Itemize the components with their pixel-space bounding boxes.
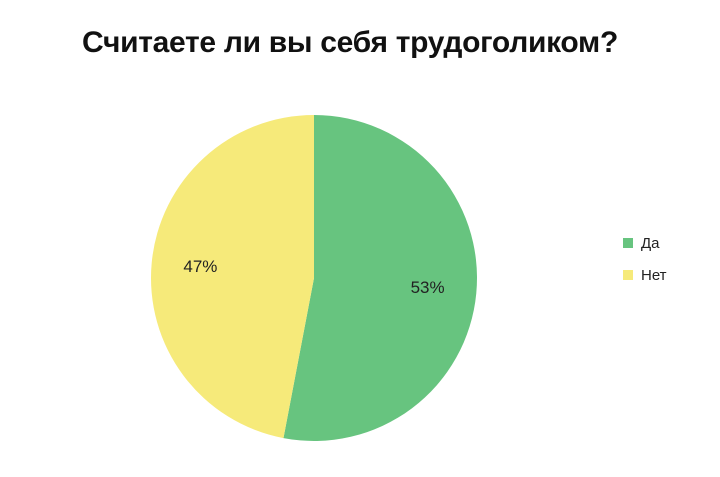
legend-label-da: Да (641, 234, 660, 252)
chart-title: Считаете ли вы себя трудоголиком? (82, 26, 618, 59)
legend: Да Нет (623, 234, 667, 298)
pie-slice-da (283, 115, 477, 442)
legend-item-da: Да (623, 234, 667, 252)
legend-item-net: Нет (623, 266, 667, 284)
legend-label-net: Нет (641, 266, 667, 284)
legend-swatch-da (623, 238, 633, 248)
pie-label-net: 47% (183, 257, 217, 276)
pie-slice-net (150, 115, 314, 439)
pie-label-da: 53% (411, 278, 445, 297)
legend-swatch-net (623, 270, 633, 280)
